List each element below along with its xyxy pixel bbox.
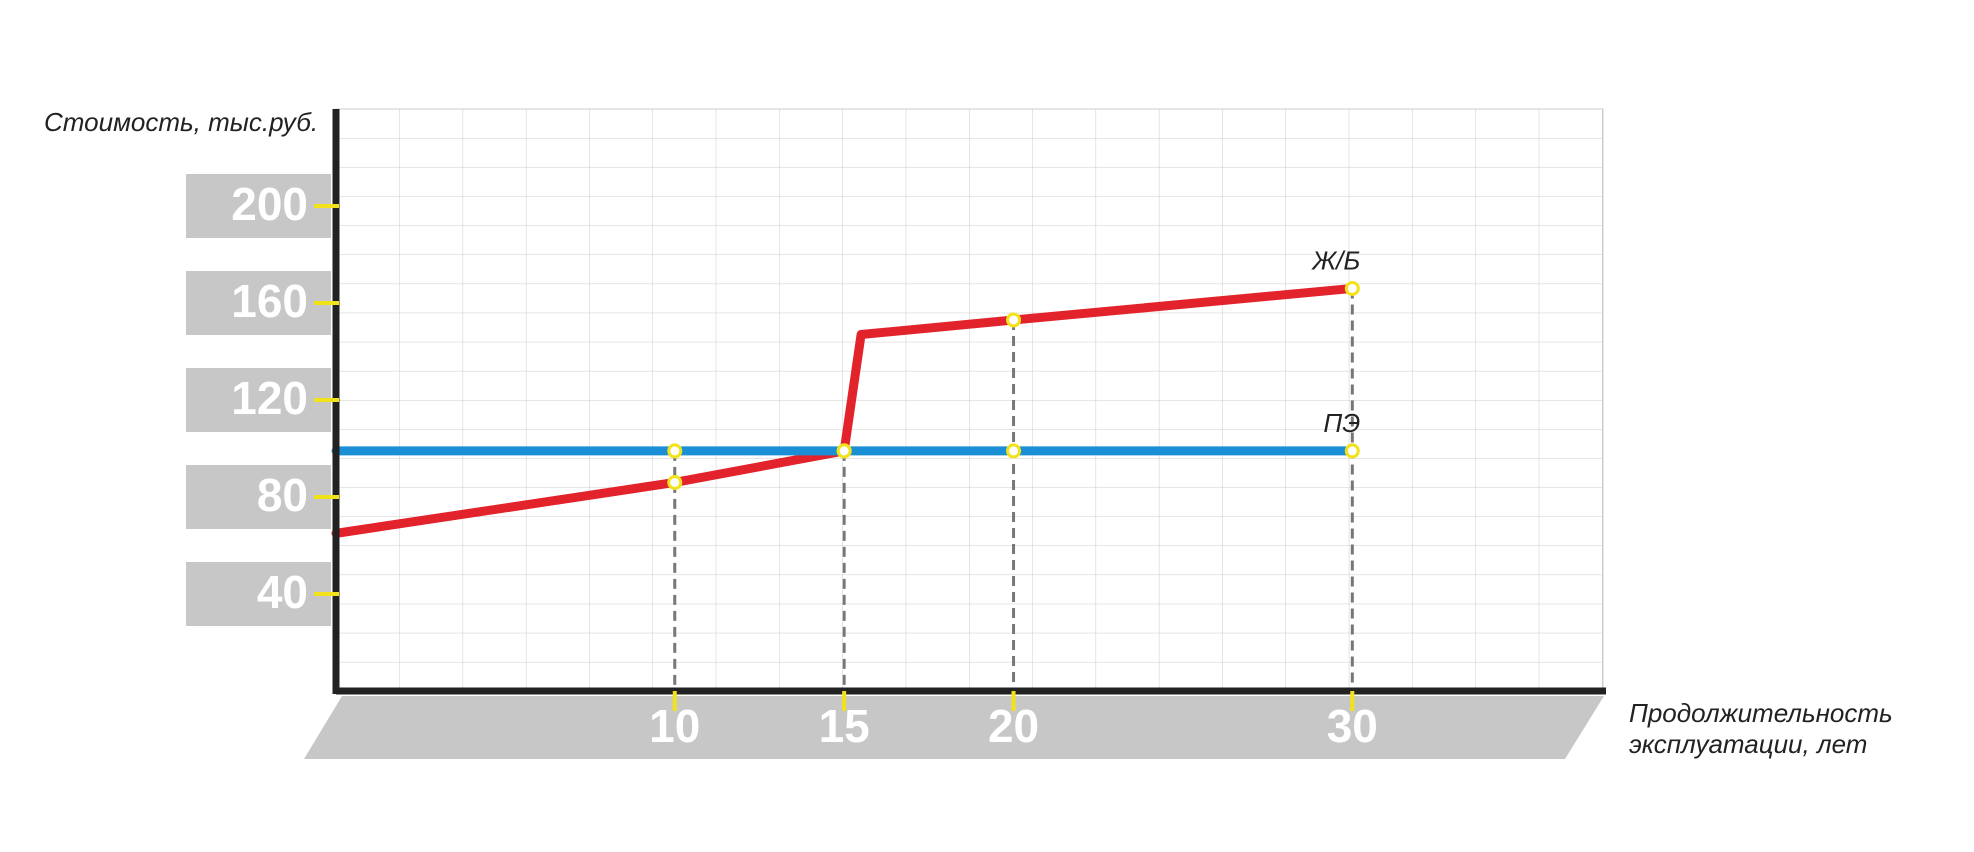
plot: Ж/Б ПЭ [331, 245, 1360, 691]
point-marker [1006, 443, 1022, 459]
y-tick-box [186, 562, 331, 626]
point-marker [667, 474, 683, 490]
y-tick-box [186, 271, 331, 335]
y-tick-label: 80 [257, 469, 308, 521]
y-tick-box [186, 368, 331, 432]
y-tick-label: 120 [231, 372, 308, 424]
point-marker [1344, 280, 1360, 296]
series-label: Ж/Б [1310, 245, 1360, 275]
y-tick-box [186, 174, 331, 238]
point-marker [1344, 443, 1360, 459]
y-tick-label: 200 [231, 178, 308, 230]
point-marker [667, 443, 683, 459]
x-axis-label: эксплуатации, лет [1629, 729, 1867, 759]
series-label: ПЭ [1323, 408, 1360, 438]
point-marker [1006, 312, 1022, 328]
y-tick-label: 40 [257, 566, 308, 618]
x-tick-label: 15 [819, 700, 870, 752]
y-tick-label: 160 [231, 275, 308, 327]
x-axis-band [304, 696, 1604, 759]
grid-background [335, 108, 1604, 692]
point-marker [836, 443, 852, 459]
x-tick-label: 20 [988, 700, 1039, 752]
y-tick-box [186, 465, 331, 529]
x-axis-label: Продолжительность [1629, 698, 1893, 728]
x-tick-label: 30 [1327, 700, 1378, 752]
x-tick-label: 10 [649, 700, 700, 752]
y-axis-label: Стоимость, тыс.руб. [44, 107, 318, 137]
series-line [331, 283, 1357, 538]
